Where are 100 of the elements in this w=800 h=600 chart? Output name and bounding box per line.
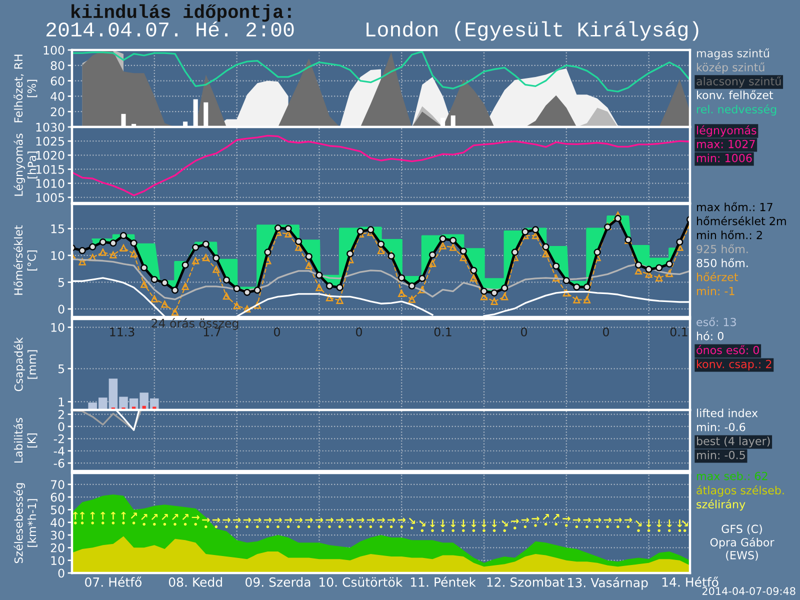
data-label: ↘	[408, 518, 416, 524]
y-tick-label: -2	[54, 434, 64, 444]
data-label: →	[284, 518, 292, 522]
y-tick-label: -4	[54, 446, 64, 456]
y-tick-label: 1025	[36, 136, 64, 146]
series-label: szélirány	[696, 499, 746, 511]
data-label: ↗	[182, 514, 188, 520]
chart-subtitle: 2014.04.07. Hé. 2:00	[46, 22, 294, 37]
data-label: →	[532, 516, 540, 522]
series-label: alacsony szintű	[696, 76, 781, 88]
y-axis-title: Labilitás [K]	[14, 418, 38, 463]
text: hőérzet min: -1	[697, 272, 738, 296]
text: közép szintű	[697, 62, 764, 74]
annotation: 0	[603, 327, 609, 336]
x-tick-label: 10. Csütörtök	[320, 577, 403, 587]
y-tick-label: 20	[50, 543, 64, 552]
data-label: ↗	[130, 512, 137, 519]
y-tick-label: 40	[50, 518, 64, 528]
y-tick-label: 70	[51, 480, 64, 490]
x-tick-label: 08. Kedd	[168, 577, 222, 587]
data-label: ↓	[461, 519, 466, 528]
text: konv. csap.: 2	[697, 360, 772, 370]
data-label: ↓	[471, 519, 476, 528]
data-label: ↓	[656, 519, 662, 528]
data-label: ↘	[502, 520, 508, 526]
data-label: →	[346, 518, 354, 522]
data-label: →	[614, 518, 622, 522]
annotation: 11.3	[110, 327, 134, 336]
series-label: max hőm.: 17 hőmérséklet 2m min hőm.: 2	[697, 202, 786, 240]
data-label: →	[604, 518, 612, 522]
y-tick-label: 1	[58, 398, 64, 406]
y-tick-label: 10	[51, 556, 64, 565]
y-axis-title: Légnyomás [hPa]	[14, 134, 38, 196]
y-tick-label: 10	[51, 322, 64, 332]
data-label: →	[511, 518, 519, 524]
legend-label: hó: 0	[697, 331, 724, 340]
data-label: →	[562, 516, 570, 522]
text: rel. nedvesség	[697, 104, 776, 116]
y-tick-label: 80	[50, 61, 64, 70]
text: 850 hőm.	[696, 258, 748, 268]
y-axis-title: Szélesebesség [km*h-1]	[14, 483, 38, 564]
data-label: ↗	[172, 514, 178, 520]
data-label: →	[222, 518, 230, 522]
text: 2014-04-07-09:48	[702, 587, 796, 596]
y-tick-label: 20	[50, 107, 64, 116]
x-tick-label: 09. Szerda	[246, 577, 310, 587]
y-tick-label: 2	[58, 410, 64, 419]
data-label: ↓	[430, 519, 435, 528]
y-tick-label: 30	[50, 530, 64, 540]
data-label: ↘	[682, 520, 688, 526]
data-label: ↓	[646, 519, 652, 528]
y-tick-label: 40	[50, 92, 64, 101]
y-tick-label: -6	[54, 458, 64, 468]
annotation: 0.1	[434, 327, 452, 336]
x-tick-label: 13. Vasárnap	[568, 577, 648, 590]
data-label: →	[264, 518, 272, 522]
data-label: ↑	[121, 512, 126, 520]
x-tick-label: 12. Szombat	[487, 577, 564, 587]
annotation: 1.7	[204, 328, 220, 336]
y-tick-label: 15	[51, 224, 64, 234]
data-label: ↑	[73, 512, 78, 520]
annotation: 0.1	[670, 327, 688, 336]
text: best (4 layer) min: -0.5	[697, 436, 770, 460]
y-tick-label: 1030	[36, 122, 64, 132]
data-label: →	[243, 518, 251, 522]
data-label: ↘	[419, 520, 426, 526]
data-label: ↓	[677, 519, 682, 528]
y-tick-label: 0	[58, 304, 64, 314]
y-tick-label: 50	[50, 505, 64, 514]
chart-title: kiindulás időpontja:	[72, 4, 291, 22]
text: konv. felhőzet	[697, 90, 774, 100]
data-label: →	[572, 518, 581, 522]
annotation: 0	[521, 327, 527, 336]
series-label: 925 hőm.	[696, 244, 748, 254]
data-label: ↑	[90, 512, 95, 520]
y-axis-title: Hőmérséklet [°C]	[14, 225, 38, 295]
text: max seb.: 62	[697, 472, 768, 480]
data-label: →	[356, 518, 364, 522]
data-label: →	[315, 518, 324, 522]
data-label: ↑	[100, 512, 106, 520]
text: GFS (C) Opra Gábor (EWS)	[710, 524, 774, 561]
y-tick-label: 0	[58, 422, 64, 432]
data-label: ↓	[492, 519, 497, 528]
y-tick-label: 1010	[36, 179, 64, 188]
y-axis-title: Csapadék [mm]	[14, 337, 38, 392]
data-label: →	[388, 518, 396, 522]
data-label: →	[521, 518, 530, 522]
data-label: →	[212, 518, 220, 522]
x-tick-label: 07. Hétfő	[85, 576, 142, 587]
data-label: →	[233, 518, 241, 522]
y-tick-label: 0	[58, 568, 64, 578]
y-axis-title: Felhőzet, RH [%]	[14, 54, 38, 122]
data-label: ↓	[450, 519, 456, 528]
data-label: →	[624, 518, 632, 522]
text: lifted index min: -0.6	[697, 408, 758, 432]
annotation: 0	[356, 327, 362, 336]
text: London (Egyesült Királyság)	[366, 21, 698, 41]
annotation: 24 órás összeg	[152, 318, 238, 330]
y-tick-label: 1020	[36, 150, 64, 160]
data-label: ↗	[553, 514, 560, 520]
